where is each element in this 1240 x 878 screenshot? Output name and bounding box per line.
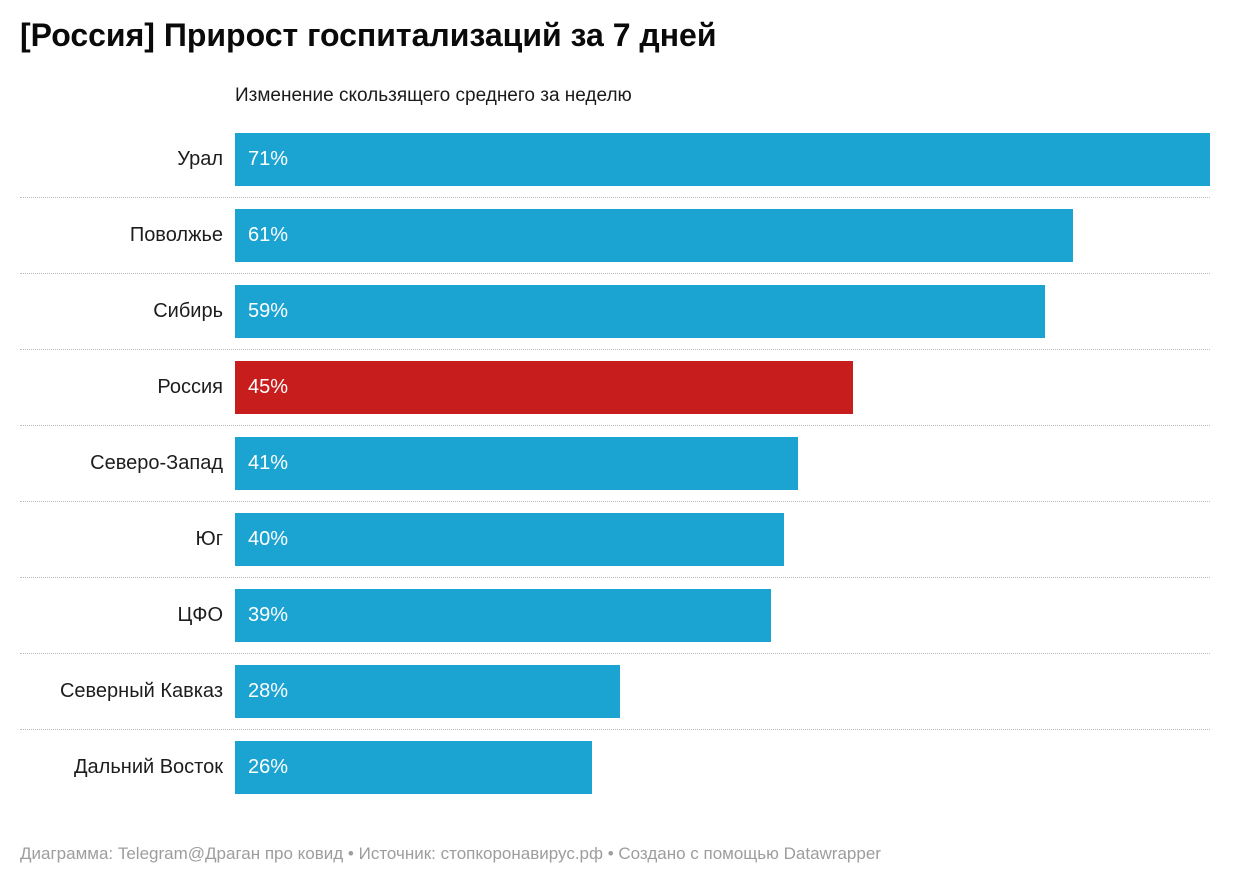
bar: 28% bbox=[235, 665, 620, 719]
category-label: Поволжье bbox=[129, 224, 223, 247]
bar-value-label: 28% bbox=[248, 680, 289, 703]
category-label: Юг bbox=[195, 528, 224, 551]
bar: 45% bbox=[235, 361, 853, 415]
bar-value-label: 45% bbox=[248, 376, 289, 399]
bar-track: 59% bbox=[235, 285, 1210, 339]
bar-track: 45% bbox=[235, 361, 1210, 415]
chart-row: Россия 45% bbox=[20, 349, 1210, 425]
category-label: Россия bbox=[157, 376, 223, 399]
bar-track: 61% bbox=[235, 209, 1210, 263]
bar-track: 41% bbox=[235, 437, 1210, 491]
category-label: Урал bbox=[177, 147, 223, 170]
chart-row: Поволжье 61% bbox=[20, 197, 1210, 273]
page-title: [Россия] Прирост госпитализаций за 7 дне… bbox=[20, 17, 717, 53]
attribution-text: Диаграмма: Telegram@Драган про ковид • И… bbox=[20, 844, 881, 864]
category-label: Северный Кавказ bbox=[59, 680, 223, 703]
bar-value-label: 40% bbox=[248, 528, 289, 551]
category-label: Сибирь bbox=[153, 300, 223, 323]
bar: 26% bbox=[235, 741, 593, 795]
bar-track: 40% bbox=[235, 513, 1210, 567]
bar-track: 39% bbox=[235, 589, 1210, 643]
bar: 39% bbox=[235, 589, 771, 643]
chart-rows: Урал 71% Поволжье 61% Сибирь 59% Россия 45% Севе… bbox=[20, 121, 1210, 805]
bar: 61% bbox=[235, 209, 1073, 263]
bar: 40% bbox=[235, 513, 785, 567]
bar-value-label: 61% bbox=[248, 224, 289, 247]
bar-track: 71% bbox=[235, 132, 1210, 186]
chart-row: Юг 40% bbox=[20, 501, 1210, 577]
chart-row: ЦФО 39% bbox=[20, 577, 1210, 653]
chart-row: Дальний Восток 26% bbox=[20, 729, 1210, 805]
bar-track: 28% bbox=[235, 665, 1210, 719]
chart-row: Урал 71% bbox=[20, 121, 1210, 197]
bar-value-label: 26% bbox=[248, 756, 289, 779]
bar-value-label: 39% bbox=[248, 604, 289, 627]
chart-subtitle: Изменение скользящего среднего за неделю bbox=[235, 85, 632, 107]
chart-row: Северный Кавказ 28% bbox=[20, 653, 1210, 729]
bar: 59% bbox=[235, 285, 1046, 339]
bar-value-label: 41% bbox=[248, 452, 289, 475]
bar-value-label: 71% bbox=[248, 147, 289, 170]
category-label: ЦФО bbox=[177, 604, 223, 627]
chart-row: Северо-Запад 41% bbox=[20, 425, 1210, 501]
category-label: Дальний Восток bbox=[74, 756, 223, 779]
bar-value-label: 59% bbox=[248, 300, 289, 323]
category-label: Северо-Запад bbox=[90, 452, 223, 475]
bar: 71% bbox=[235, 132, 1210, 186]
bar-track: 26% bbox=[235, 741, 1210, 795]
bar: 41% bbox=[235, 437, 799, 491]
chart-row: Сибирь 59% bbox=[20, 273, 1210, 349]
